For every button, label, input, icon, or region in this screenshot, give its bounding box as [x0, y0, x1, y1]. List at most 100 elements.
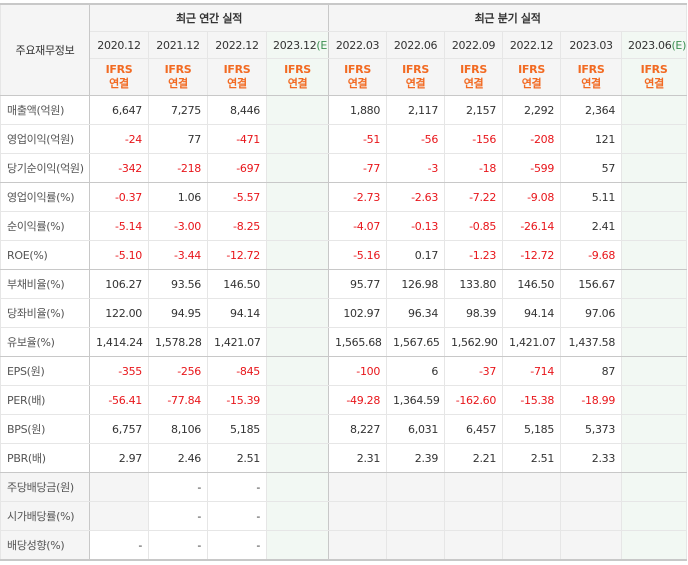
value-cell: 1,565.68 [328, 327, 388, 357]
period-header: 2022.06 [386, 31, 446, 59]
value-cell: -156 [444, 124, 504, 154]
ifrs-consolidated-label: IFRS 연결 [265, 58, 330, 96]
value-cell [265, 182, 330, 212]
period-header: 2022.12 [502, 31, 562, 59]
value-cell [621, 414, 688, 444]
value-cell: -714 [502, 356, 562, 386]
value-cell: 2.33 [560, 443, 623, 473]
table-row: ROE(%) -5.10 -3.44 -12.72 -5.16 0.17 -1.23 -12.… [0, 240, 688, 270]
value-cell [621, 298, 688, 328]
value-cell [328, 530, 388, 561]
value-cell: -342 [89, 153, 149, 183]
value-cell: 2,364 [560, 95, 623, 125]
value-cell: 1,578.28 [148, 327, 208, 357]
table-row: 당기순이익(억원) -342 -218 -697 -77 -3 -18 -599 57 [0, 153, 688, 183]
value-cell: -9.08 [502, 182, 562, 212]
ifrs-text: IFRS [164, 63, 192, 76]
value-cell [621, 356, 688, 386]
value-cell [265, 269, 330, 299]
value-cell: -8.25 [207, 211, 267, 241]
value-cell: 93.56 [148, 269, 208, 299]
value-cell: -100 [328, 356, 388, 386]
value-cell: -18.99 [560, 385, 623, 415]
value-cell [621, 501, 688, 531]
row-label: 당기순이익(억원) [0, 153, 90, 183]
ifrs-text: IFRS [105, 63, 133, 76]
value-cell: -56 [386, 124, 446, 154]
value-cell [265, 327, 330, 357]
consolidated-text: 연결 [109, 77, 129, 90]
ifrs-text: IFRS [460, 63, 487, 76]
value-cell: 77 [148, 124, 208, 154]
consolidated-text: 연결 [405, 77, 426, 90]
value-cell: -77.84 [148, 385, 208, 415]
table-row: 영업이익(억원) -24 77 -471 -51 -56 -156 -208 121 [0, 124, 688, 154]
value-cell: 96.34 [386, 298, 446, 328]
value-cell: - [148, 501, 208, 531]
table-row: 순이익률(%) -5.14 -3.00 -8.25 -4.07 -0.13 -0.85 -26… [0, 211, 688, 241]
ifrs-text: IFRS [284, 63, 311, 76]
value-cell [621, 95, 688, 125]
row-label: PBR(배) [0, 443, 90, 473]
value-cell [328, 501, 388, 531]
value-cell [621, 443, 688, 473]
value-cell: 156.67 [560, 269, 623, 299]
value-cell: 2.21 [444, 443, 504, 473]
value-cell: 1,880 [328, 95, 388, 125]
value-cell [621, 269, 688, 299]
value-cell: 1,414.24 [89, 327, 149, 357]
period-header: 2022.09 [444, 31, 504, 59]
period-header: 2022.03 [328, 31, 388, 59]
consolidated-text: 연결 [227, 77, 247, 90]
ifrs-header-row: IFRS 연결 IFRS 연결 IFRS 연결 IFRS 연결 IFRS 연결 IFRS 연결 IFRS… [1, 58, 688, 96]
consolidated-text: 연결 [581, 77, 601, 90]
value-cell [265, 298, 330, 328]
table-row: PBR(배) 2.97 2.46 2.51 2.31 2.39 2.21 2.51 2.33 [0, 443, 688, 473]
value-cell: -7.22 [444, 182, 504, 212]
value-cell: -56.41 [89, 385, 149, 415]
period-header: 2020.12 [89, 31, 149, 59]
value-cell [560, 472, 623, 502]
value-cell [621, 211, 688, 241]
ifrs-consolidated-label: IFRS 연결 [621, 58, 688, 96]
table-row: 매출액(억원) 6,647 7,275 8,446 1,880 2,117 2,157 2,2… [0, 95, 688, 125]
value-cell [621, 182, 688, 212]
value-cell: 1,364.59 [386, 385, 446, 415]
value-cell: -599 [502, 153, 562, 183]
value-cell: -5.16 [328, 240, 388, 270]
value-cell: -3 [386, 153, 446, 183]
value-cell: 1,562.90 [444, 327, 504, 357]
value-cell: -12.72 [502, 240, 562, 270]
consolidated-text: 연결 [168, 77, 188, 90]
value-cell: -0.37 [89, 182, 149, 212]
value-cell: 5,185 [502, 414, 562, 444]
period-date: 2023.12 [273, 38, 317, 52]
ifrs-text: IFRS [640, 63, 668, 76]
period-header: 2023.06(E) [621, 31, 688, 59]
value-cell: 2.31 [328, 443, 388, 473]
value-cell: 57 [560, 153, 623, 183]
period-date: 2022.12 [509, 38, 554, 52]
value-cell: -77 [328, 153, 388, 183]
consolidated-text: 연결 [644, 77, 664, 90]
row-label-header: 주요재무정보 [0, 3, 90, 96]
value-cell: -208 [502, 124, 562, 154]
value-cell: 146.50 [207, 269, 267, 299]
consolidated-text: 연결 [521, 77, 542, 90]
value-cell: 5,185 [207, 414, 267, 444]
financial-table: 주요재무정보 최근 연간 실적 최근 분기 실적 2020.12 2021.12 2022… [0, 3, 688, 561]
value-cell: -26.14 [502, 211, 562, 241]
value-cell [560, 530, 623, 561]
value-cell: -218 [148, 153, 208, 183]
value-cell: 1,421.07 [502, 327, 562, 357]
value-cell: -3.00 [148, 211, 208, 241]
value-cell: 122.00 [89, 298, 149, 328]
value-cell: 2.51 [502, 443, 562, 473]
value-cell [502, 501, 562, 531]
value-cell: -0.13 [386, 211, 446, 241]
ifrs-consolidated-label: IFRS 연결 [328, 58, 388, 96]
period-date: 2023.06 [628, 38, 672, 52]
value-cell: 2.39 [386, 443, 446, 473]
value-cell: -162.60 [444, 385, 504, 415]
row-label: 영업이익률(%) [0, 182, 90, 212]
